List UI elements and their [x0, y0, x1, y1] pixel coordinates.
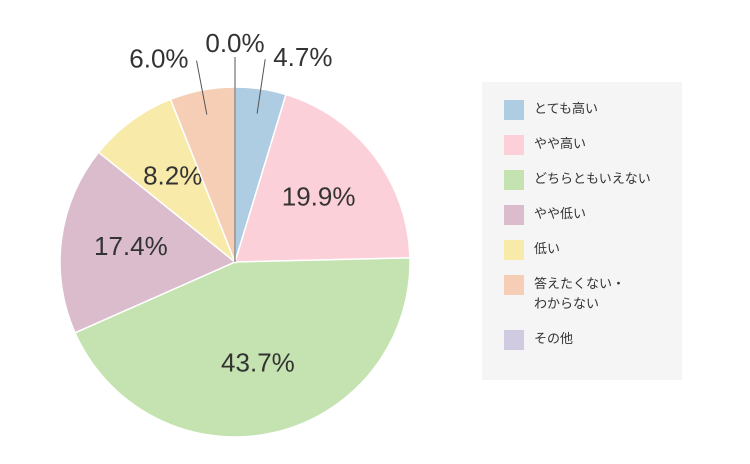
legend-swatch	[504, 240, 524, 260]
data-label: 4.7%	[273, 42, 332, 72]
legend-item: 低い	[504, 240, 682, 260]
chart: 4.7% 19.9% 43.7% 17.4% 8.2% 6.0% 0.0%	[59, 28, 411, 438]
legend-swatch	[504, 170, 524, 190]
legend-label: 低い	[534, 242, 561, 257]
legend-label: やや低い	[534, 207, 587, 222]
legend: とても高いやや高いどちらともいえない やや低い低い答えたくない・ わからないその他	[482, 82, 682, 380]
legend-swatch	[504, 205, 524, 225]
legend-swatch	[504, 330, 524, 350]
legend-swatch	[504, 275, 524, 295]
legend-swatch	[504, 100, 524, 120]
legend-label: とても高い	[534, 102, 598, 117]
legend-item: 答えたくない・ わからない	[504, 275, 682, 315]
legend-item: やや低い	[504, 205, 682, 225]
legend-label: やや高い	[534, 137, 587, 152]
legend-item: どちらともいえない	[504, 170, 682, 190]
legend-label: その他	[534, 332, 574, 347]
pie-slice	[97, 98, 237, 265]
legend-label: どちらともいえない	[534, 172, 651, 187]
data-label: 8.2%	[143, 160, 202, 190]
pie-slice	[73, 257, 411, 438]
leader-line	[256, 59, 266, 114]
data-label: 17.4%	[94, 231, 168, 261]
pie-slice	[59, 151, 237, 334]
legend-label: 答えたくない・ わからない	[534, 277, 626, 312]
data-label: 6.0%	[129, 44, 188, 74]
legend-item: その他	[504, 330, 682, 350]
pie-slice	[233, 93, 411, 263]
leader-line	[196, 60, 208, 115]
legend-item: やや高い	[504, 135, 682, 155]
legend-swatch	[504, 135, 524, 155]
legend-item: とても高い	[504, 100, 682, 120]
data-label: 0.0%	[205, 28, 264, 58]
data-label: 19.9%	[282, 181, 356, 211]
data-label: 43.7%	[221, 347, 295, 377]
